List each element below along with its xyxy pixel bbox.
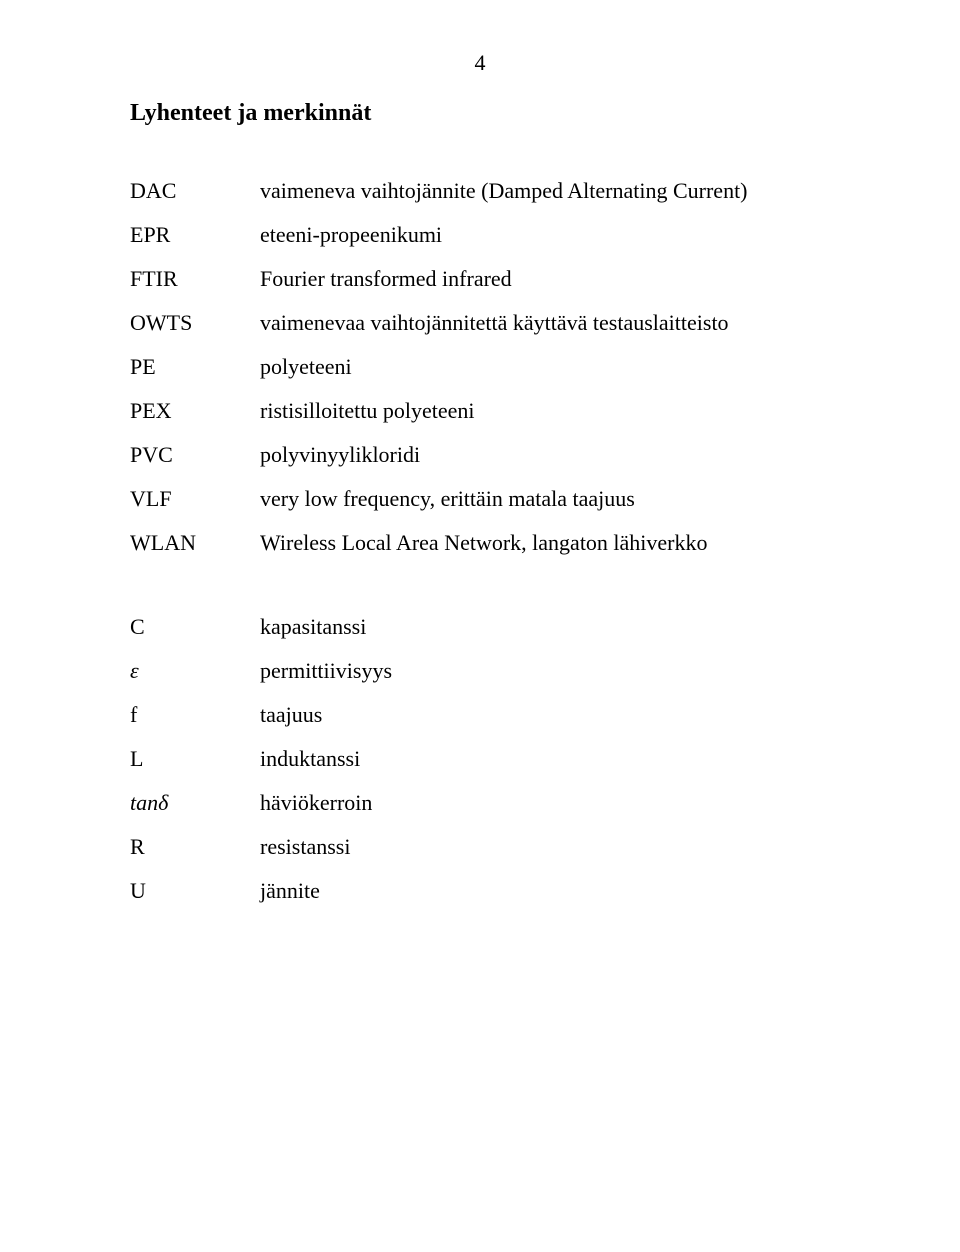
list-item: PE polyeteeni	[130, 345, 850, 389]
description: polyeteeni	[260, 345, 850, 389]
document-page: 4 Lyhenteet ja merkinnät DAC vaimeneva v…	[0, 0, 960, 1252]
description: kapasitanssi	[260, 605, 850, 649]
description: Wireless Local Area Network, langaton lä…	[260, 521, 850, 565]
term: C	[130, 605, 260, 649]
term: EPR	[130, 213, 260, 257]
term: tanδ	[130, 781, 260, 825]
term: ε	[130, 649, 260, 693]
list-item: C kapasitanssi	[130, 605, 850, 649]
list-item: tanδ häviökerroin	[130, 781, 850, 825]
page-number: 4	[475, 50, 486, 76]
term: FTIR	[130, 257, 260, 301]
list-item: f taajuus	[130, 693, 850, 737]
section-gap	[130, 565, 850, 605]
list-item: VLF very low frequency, erittäin matala …	[130, 477, 850, 521]
list-item: PEX ristisilloitettu polyeteeni	[130, 389, 850, 433]
description: very low frequency, erittäin matala taaj…	[260, 477, 850, 521]
term: OWTS	[130, 301, 260, 345]
list-item: ε permittiivisyys	[130, 649, 850, 693]
abbreviations-list: DAC vaimeneva vaihtojännite (Damped Alte…	[130, 169, 850, 565]
term: WLAN	[130, 521, 260, 565]
description: vaimeneva vaihtojännite (Damped Alternat…	[260, 169, 850, 213]
list-item: R resistanssi	[130, 825, 850, 869]
description: Fourier transformed infrared	[260, 257, 850, 301]
description: polyvinyylikloridi	[260, 433, 850, 477]
term: L	[130, 737, 260, 781]
symbols-list: C kapasitanssi ε permittiivisyys f taaju…	[130, 605, 850, 913]
list-item: WLAN Wireless Local Area Network, langat…	[130, 521, 850, 565]
list-item: EPR eteeni-propeenikumi	[130, 213, 850, 257]
list-item: OWTS vaimenevaa vaihtojännitettä käyttäv…	[130, 301, 850, 345]
term: VLF	[130, 477, 260, 521]
section-heading: Lyhenteet ja merkinnät	[130, 100, 850, 127]
description: häviökerroin	[260, 781, 850, 825]
term: PEX	[130, 389, 260, 433]
description: taajuus	[260, 693, 850, 737]
term: PVC	[130, 433, 260, 477]
description: eteeni-propeenikumi	[260, 213, 850, 257]
term: R	[130, 825, 260, 869]
list-item: L induktanssi	[130, 737, 850, 781]
term: PE	[130, 345, 260, 389]
list-item: PVC polyvinyylikloridi	[130, 433, 850, 477]
list-item: FTIR Fourier transformed infrared	[130, 257, 850, 301]
description: induktanssi	[260, 737, 850, 781]
description: permittiivisyys	[260, 649, 850, 693]
term: U	[130, 869, 260, 913]
description: vaimenevaa vaihtojännitettä käyttävä tes…	[260, 301, 850, 345]
description: ristisilloitettu polyeteeni	[260, 389, 850, 433]
description: jännite	[260, 869, 850, 913]
term: DAC	[130, 169, 260, 213]
list-item: U jännite	[130, 869, 850, 913]
list-item: DAC vaimeneva vaihtojännite (Damped Alte…	[130, 169, 850, 213]
term: f	[130, 693, 260, 737]
description: resistanssi	[260, 825, 850, 869]
